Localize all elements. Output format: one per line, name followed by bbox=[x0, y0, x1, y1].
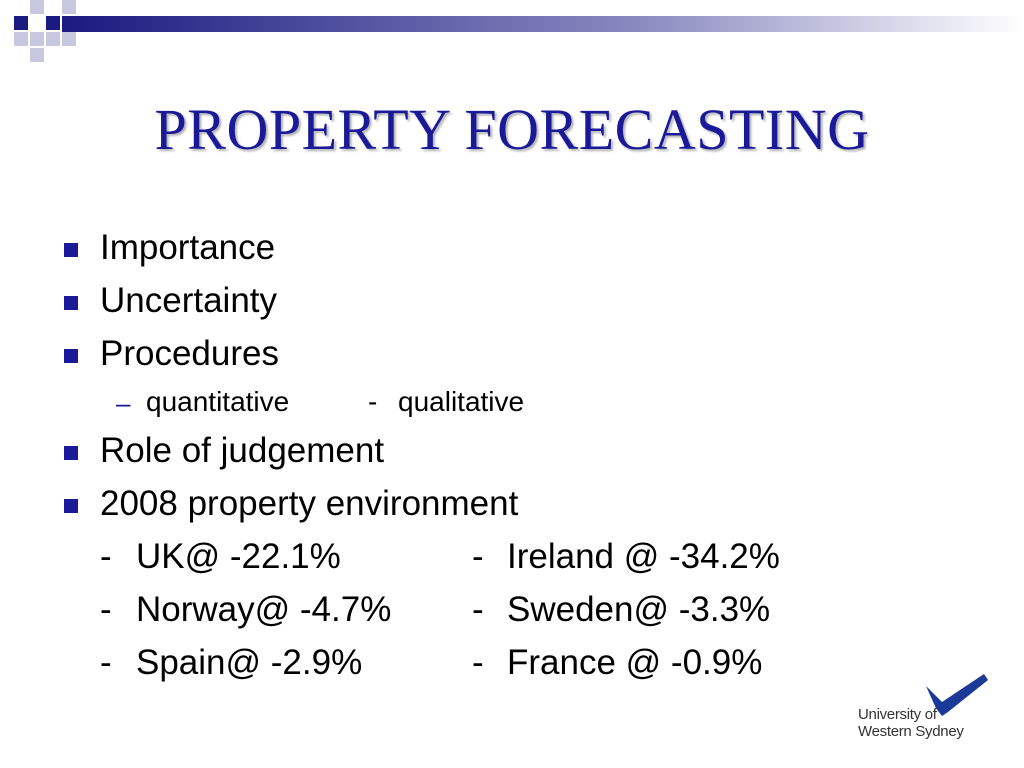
bullet-square-icon bbox=[64, 243, 78, 257]
bullet-item: 2008 property environment bbox=[100, 484, 519, 523]
stat-dash: - bbox=[100, 537, 112, 576]
gradient-bar bbox=[62, 16, 1024, 32]
stat-france: France @ -0.9% bbox=[507, 643, 763, 682]
sub-bullet-dash: – bbox=[116, 388, 131, 418]
corner-square bbox=[14, 16, 28, 30]
corner-square bbox=[46, 32, 60, 46]
stat-spain: Spain@ -2.9% bbox=[136, 643, 363, 682]
bullet-item: Role of judgement bbox=[100, 431, 385, 470]
bullet-square-icon bbox=[64, 349, 78, 363]
corner-square bbox=[62, 32, 76, 46]
stat-ireland: Ireland @ -34.2% bbox=[507, 537, 780, 576]
stat-dash: - bbox=[100, 643, 112, 682]
stat-dash: - bbox=[472, 537, 484, 576]
stat-sweden: Sweden@ -3.3% bbox=[507, 590, 771, 629]
bullet-square-icon bbox=[64, 499, 78, 513]
stat-uk: UK@ -22.1% bbox=[136, 537, 341, 576]
sub-bullet-quantitative: quantitative bbox=[146, 386, 290, 417]
bullet-square-icon bbox=[64, 446, 78, 460]
logo-line-1: University of bbox=[858, 706, 937, 723]
corner-square bbox=[30, 48, 44, 62]
slide-title: PROPERTY FORECASTING bbox=[154, 97, 870, 162]
bullet-square-icon bbox=[64, 296, 78, 310]
stat-norway: Norway@ -4.7% bbox=[136, 590, 392, 629]
stat-dash: - bbox=[472, 590, 484, 629]
corner-square bbox=[62, 0, 76, 14]
sub-bullet-separator: - bbox=[368, 386, 378, 417]
bullet-item: Importance bbox=[100, 228, 276, 267]
bullet-item: Procedures bbox=[100, 334, 279, 373]
corner-square bbox=[30, 0, 44, 14]
stat-dash: - bbox=[472, 643, 484, 682]
stat-dash: - bbox=[100, 590, 112, 629]
corner-square bbox=[14, 32, 28, 46]
corner-square bbox=[46, 16, 60, 30]
sub-bullet-qualitative: qualitative bbox=[398, 386, 525, 417]
university-logo-icon bbox=[926, 674, 988, 716]
bullet-item: Uncertainty bbox=[100, 281, 278, 320]
corner-square bbox=[30, 32, 44, 46]
logo-line-2: Western Sydney bbox=[858, 723, 964, 740]
corner-decoration bbox=[14, 0, 1024, 62]
